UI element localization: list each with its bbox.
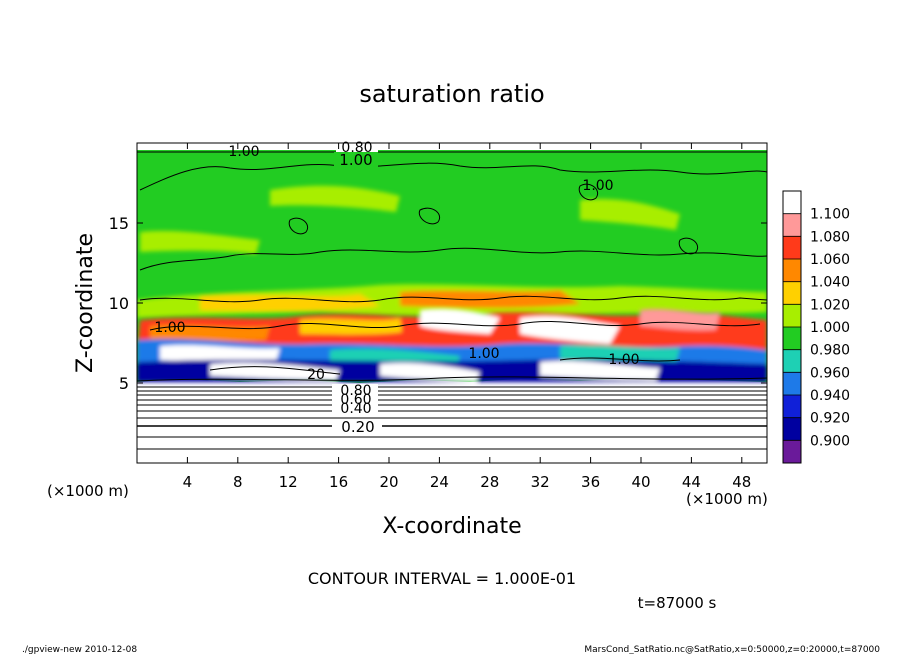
- colorbar-label: 1.100: [810, 207, 850, 223]
- contour-label: 1.00: [608, 352, 639, 368]
- colorbar-swatch: [783, 440, 801, 464]
- footer-right: MarsCond_SatRatio.nc@SatRatio,x=0:50000,…: [584, 645, 880, 654]
- contour-line: [678, 237, 698, 255]
- contour-label-group: 0.80 1.00 1.00 1.00 1.00 1.00 1.00 0.80 …: [154, 140, 640, 436]
- active-layer: [137, 308, 767, 382]
- colorbar-swatch: [783, 281, 801, 305]
- contour-label: 1.00: [154, 320, 185, 336]
- contour-interval: CONTOUR INTERVAL = 1.000E-01: [308, 569, 576, 588]
- x-tick-label: 40: [631, 473, 650, 491]
- x-tick-label: 8: [233, 473, 243, 491]
- colorbar-label: 1.040: [810, 275, 850, 291]
- contour-label: 1.00: [339, 151, 372, 169]
- colorbar-swatch: [783, 213, 801, 237]
- contour-line: [139, 295, 767, 303]
- x-unit-left: (×1000 m): [47, 482, 129, 500]
- x-tick-label: 32: [531, 473, 550, 491]
- x-tick-label: 24: [430, 473, 449, 491]
- contour-label-bg: [332, 419, 382, 434]
- contour-line: [149, 320, 761, 331]
- x-axis-label: X-coordinate: [382, 514, 521, 539]
- contour-label: 0.40: [340, 401, 371, 417]
- colorbar-label: 0.940: [810, 388, 850, 404]
- footer-left: ./gpview-new 2010-12-08: [22, 645, 137, 654]
- y-tick-label: 5: [119, 374, 129, 393]
- chart-title: saturation ratio: [359, 80, 544, 108]
- colorbar-swatch: [783, 349, 801, 373]
- colorbar-label: 0.980: [810, 343, 850, 359]
- time-stamp: t=87000 s: [638, 594, 717, 612]
- upper-contours: [137, 151, 767, 382]
- colorbar-swatch: [783, 304, 801, 328]
- contour-line: [139, 162, 767, 191]
- contour-line: [559, 357, 681, 362]
- heatmap-field: [137, 143, 767, 463]
- contour-label-bg: [332, 384, 378, 396]
- colorbar-swatch: [783, 259, 801, 283]
- contour-line: [139, 247, 767, 271]
- x-tick-label: 36: [581, 473, 600, 491]
- contour-label: 0.20: [341, 418, 374, 436]
- x-tick-label: 44: [682, 473, 701, 491]
- y-tick-label: 10: [109, 294, 129, 313]
- colorbar-label: 1.060: [810, 252, 850, 268]
- x-tick-label: 12: [279, 473, 298, 491]
- x-unit-right: (×1000 m): [686, 490, 768, 508]
- contour-label: 0.80: [340, 383, 371, 399]
- lower-layer: [137, 386, 767, 450]
- colorbar-swatch: [783, 327, 801, 351]
- x-tick-label: 28: [480, 473, 499, 491]
- colorbar-swatch: [783, 191, 801, 215]
- contour-label: 1.00: [228, 144, 259, 160]
- contour-label: 1.00: [582, 178, 613, 194]
- contour-label: 1.00: [468, 346, 499, 362]
- x-tick-label: 16: [329, 473, 348, 491]
- colorbar-label: 1.020: [810, 297, 850, 313]
- contour-label-bg: [334, 152, 378, 168]
- contour-label-bg: [332, 404, 378, 415]
- colorbar-swatch: [783, 372, 801, 396]
- colorbar-label: 0.920: [810, 411, 850, 427]
- colorbar-label: 0.960: [810, 365, 850, 381]
- colorbar-swatch: [783, 236, 801, 260]
- contour-line: [209, 366, 341, 375]
- contour-label-bg: [332, 396, 378, 406]
- x-tick-label: 48: [732, 473, 751, 491]
- x-tick-label: 20: [379, 473, 398, 491]
- contour-line: [418, 207, 440, 225]
- contour-label: 20: [307, 367, 325, 383]
- contour-line: [578, 183, 598, 201]
- colorbar-swatch: [783, 417, 801, 441]
- colorbar-label: 1.080: [810, 229, 850, 245]
- colorbar-label: 1.000: [810, 320, 850, 336]
- x-tick-label: 4: [183, 473, 193, 491]
- contour-line: [288, 217, 308, 235]
- contour-line: [137, 376, 767, 382]
- colorbar-swatch: [783, 395, 801, 419]
- colorbar: 1.100 1.080 1.060 1.040 1.020 1.000 0.980 0.960…: [782, 190, 850, 464]
- y-tick-label: 15: [109, 214, 129, 233]
- y-axis-label: Z-coordinate: [73, 233, 98, 373]
- colorbar-label: 0.900: [810, 433, 850, 449]
